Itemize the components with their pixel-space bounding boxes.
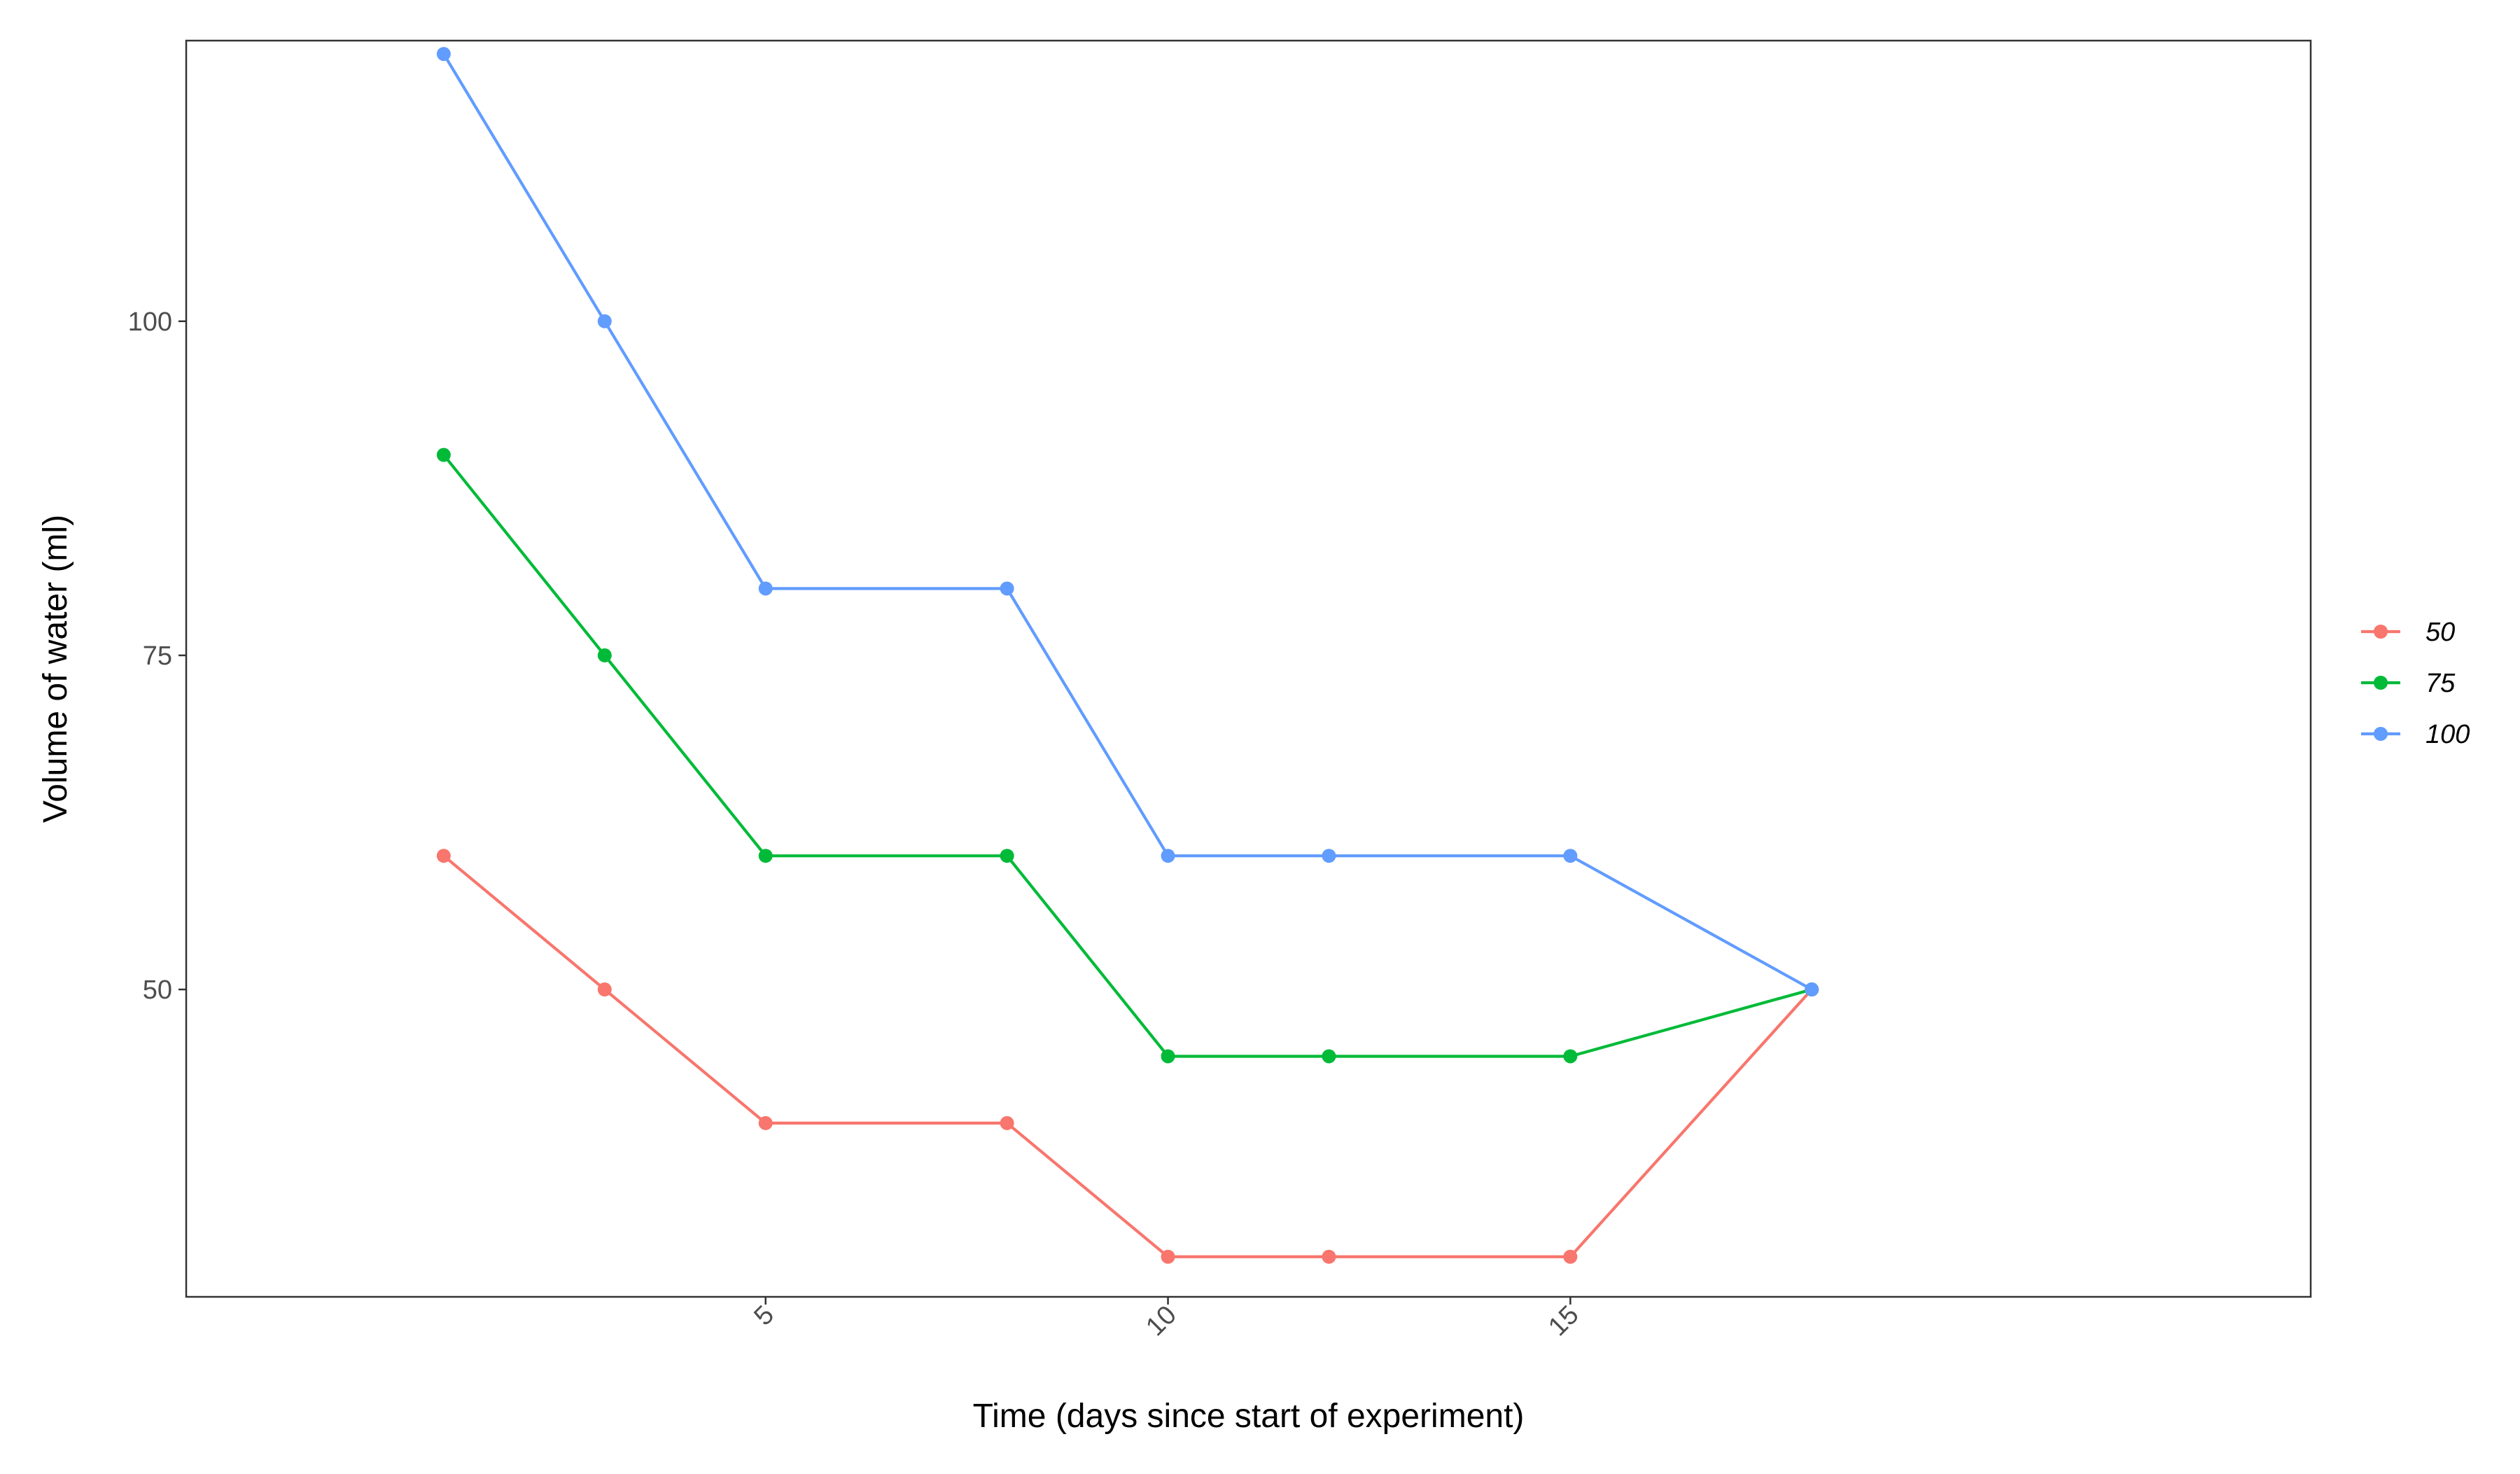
data-point [758, 581, 773, 596]
series-50 [436, 849, 1819, 1264]
data-point [1805, 982, 1819, 997]
x-tick-label: 10 [1140, 1300, 1182, 1342]
data-point [436, 47, 451, 62]
data-point [1563, 1049, 1578, 1064]
series-100 [436, 47, 1819, 997]
legend-label: 100 [2426, 720, 2470, 749]
series-line [442, 53, 1813, 991]
data-point [1000, 581, 1014, 596]
legend-item: 100 [2361, 720, 2470, 749]
data-point [758, 849, 773, 863]
legend-key-point [2374, 625, 2388, 639]
data-point [436, 447, 451, 462]
data-point [1322, 1249, 1336, 1264]
x-tick-label: 5 [748, 1300, 780, 1332]
data-point [1322, 849, 1336, 863]
data-point [436, 849, 451, 863]
y-tick-label: 50 [143, 975, 172, 1005]
legend-item: 50 [2361, 618, 2455, 647]
y-axis: 50 75 100 [128, 307, 186, 1005]
x-axis: 5 10 15 [748, 1297, 1585, 1342]
data-point [597, 982, 612, 997]
data-point [1000, 849, 1014, 863]
legend-label: 75 [2426, 669, 2456, 698]
data-point [1161, 1249, 1175, 1264]
legend-label: 50 [2426, 618, 2455, 647]
data-point [1161, 849, 1175, 863]
data-point [1161, 1049, 1175, 1064]
data-point [1322, 1049, 1336, 1064]
y-axis-title: Volume of water (ml) [37, 515, 74, 823]
data-point [1563, 849, 1578, 863]
series-line [442, 454, 1812, 1058]
x-tick-label: 15 [1543, 1300, 1585, 1342]
data-point [597, 314, 612, 328]
data-point [758, 1115, 773, 1130]
plot-panel [185, 39, 2312, 1298]
legend-key-point [2374, 676, 2388, 690]
y-tick-label: 75 [143, 641, 172, 671]
data-point [1000, 1115, 1014, 1130]
series-layer [436, 47, 1819, 1264]
series-75 [436, 447, 1819, 1064]
series-line [442, 854, 1813, 1258]
legend-key-point [2374, 727, 2388, 741]
legend: 50 75 100 [2361, 618, 2470, 749]
legend-item: 75 [2361, 669, 2456, 698]
x-axis-title: Time (days since start of experiment) [973, 1398, 1525, 1435]
data-point [1563, 1249, 1578, 1264]
y-tick-label: 100 [128, 307, 172, 337]
data-point [597, 648, 612, 662]
